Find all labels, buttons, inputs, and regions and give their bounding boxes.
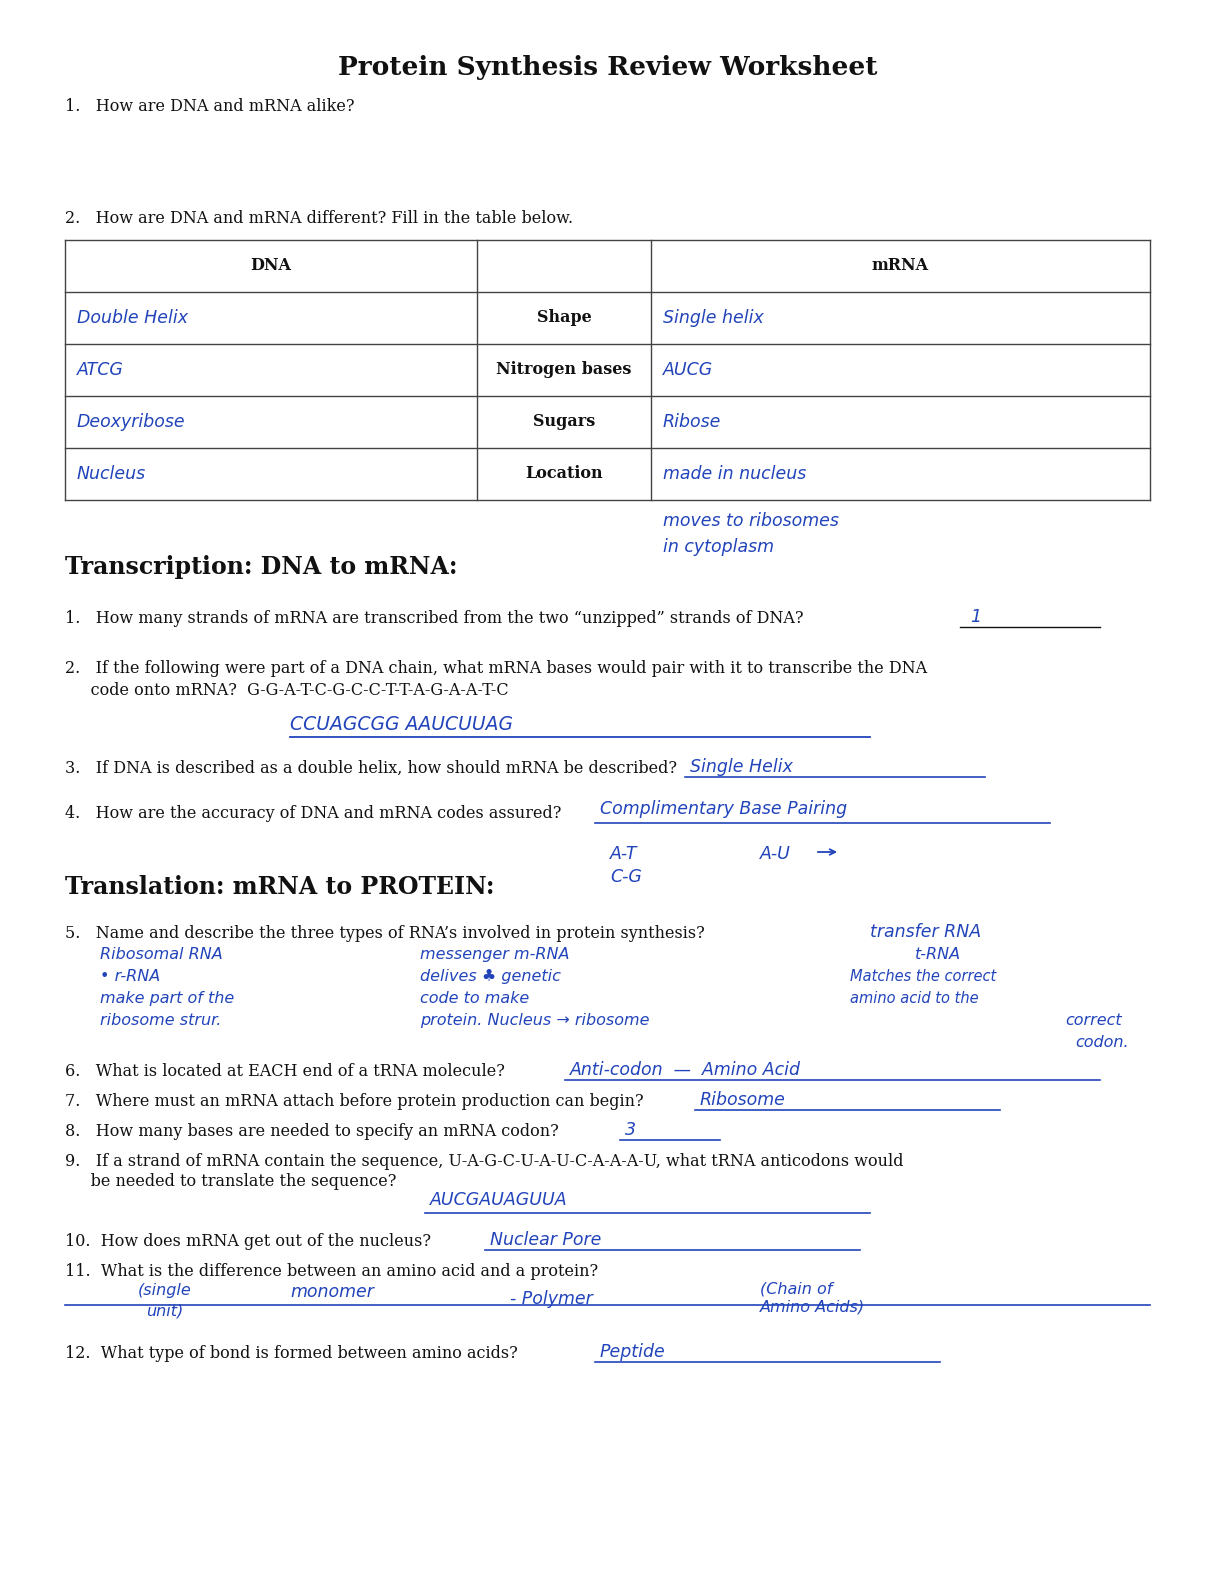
Text: (Chain of: (Chain of	[760, 1280, 833, 1296]
Text: 7.   Where must an mRNA attach before protein production can begin?: 7. Where must an mRNA attach before prot…	[64, 1093, 643, 1111]
Text: Deoxyribose: Deoxyribose	[77, 414, 186, 431]
Text: 11.  What is the difference between an amino acid and a protein?: 11. What is the difference between an am…	[64, 1263, 598, 1280]
Text: Complimentary Base Pairing: Complimentary Base Pairing	[599, 801, 848, 818]
Text: 1.   How many strands of mRNA are transcribed from the two “unzipped” strands of: 1. How many strands of mRNA are transcri…	[64, 610, 804, 628]
Text: Nucleus: Nucleus	[77, 466, 146, 483]
Text: t-RNA: t-RNA	[914, 947, 961, 963]
Text: moves to ribosomes
in cytoplasm: moves to ribosomes in cytoplasm	[663, 511, 839, 557]
Text: be needed to translate the sequence?: be needed to translate the sequence?	[64, 1173, 396, 1191]
Text: AUCGAUAGUUA: AUCGAUAGUUA	[430, 1191, 568, 1210]
Text: CCUAGCGG AAUCUUAG: CCUAGCGG AAUCUUAG	[289, 716, 513, 735]
Text: 1.   How are DNA and mRNA alike?: 1. How are DNA and mRNA alike?	[64, 98, 355, 115]
Text: Single Helix: Single Helix	[689, 758, 793, 775]
Text: Matches the correct: Matches the correct	[850, 969, 996, 985]
Text: ATCG: ATCG	[77, 360, 124, 379]
Text: Sugars: Sugars	[533, 414, 595, 431]
Text: 3.   If DNA is described as a double helix, how should mRNA be described?: 3. If DNA is described as a double helix…	[64, 760, 677, 777]
Text: Single helix: Single helix	[663, 308, 764, 327]
Text: protein. Nucleus → ribosome: protein. Nucleus → ribosome	[420, 1013, 649, 1029]
Text: monomer: monomer	[289, 1284, 373, 1301]
Text: • r-RNA: • r-RNA	[100, 969, 161, 985]
Text: mRNA: mRNA	[872, 258, 929, 275]
Text: Amino Acids): Amino Acids)	[760, 1299, 865, 1315]
Text: transfer RNA: transfer RNA	[869, 923, 981, 941]
Text: AUCG: AUCG	[663, 360, 713, 379]
Text: A-U: A-U	[760, 845, 790, 864]
Text: code onto mRNA?  G-G-A-T-C-G-C-C-T-T-A-G-A-A-T-C: code onto mRNA? G-G-A-T-C-G-C-C-T-T-A-G-…	[64, 683, 508, 698]
Text: 2.   If the following were part of a DNA chain, what mRNA bases would pair with : 2. If the following were part of a DNA c…	[64, 661, 927, 676]
Text: codon.: codon.	[1075, 1035, 1128, 1051]
Text: Ribosome: Ribosome	[700, 1092, 786, 1109]
Text: amino acid to the: amino acid to the	[850, 991, 979, 1007]
Text: Nuclear Pore: Nuclear Pore	[490, 1232, 602, 1249]
Text: 8.   How many bases are needed to specify an mRNA codon?: 8. How many bases are needed to specify …	[64, 1123, 558, 1140]
Text: 4.   How are the accuracy of DNA and mRNA codes assured?: 4. How are the accuracy of DNA and mRNA …	[64, 805, 562, 823]
Text: (single: (single	[139, 1284, 192, 1298]
Text: C-G: C-G	[610, 868, 642, 886]
Text: delives ♣ genetic: delives ♣ genetic	[420, 969, 561, 985]
Text: - Polymer: - Polymer	[510, 1290, 592, 1309]
Text: Ribosomal RNA: Ribosomal RNA	[100, 947, 223, 963]
Text: 2.   How are DNA and mRNA different? Fill in the table below.: 2. How are DNA and mRNA different? Fill …	[64, 211, 573, 227]
Text: make part of the: make part of the	[100, 991, 235, 1007]
Text: Peptide: Peptide	[599, 1343, 665, 1361]
Text: Translation: mRNA to PROTEIN:: Translation: mRNA to PROTEIN:	[64, 875, 495, 900]
Text: correct: correct	[1065, 1013, 1121, 1029]
Text: Shape: Shape	[536, 310, 591, 327]
Text: Double Helix: Double Helix	[77, 308, 188, 327]
Text: 5.   Name and describe the three types of RNA’s involved in protein synthesis?: 5. Name and describe the three types of …	[64, 925, 705, 942]
Text: 12.  What type of bond is formed between amino acids?: 12. What type of bond is formed between …	[64, 1345, 518, 1362]
Text: Anti-codon  —  Amino Acid: Anti-codon — Amino Acid	[570, 1062, 801, 1079]
Text: 3: 3	[625, 1122, 636, 1139]
Text: 1: 1	[970, 609, 981, 626]
Text: Transcription: DNA to mRNA:: Transcription: DNA to mRNA:	[64, 555, 457, 579]
Text: Nitrogen bases: Nitrogen bases	[496, 362, 632, 379]
Text: 10.  How does mRNA get out of the nucleus?: 10. How does mRNA get out of the nucleus…	[64, 1233, 430, 1251]
Text: Protein Synthesis Review Worksheet: Protein Synthesis Review Worksheet	[338, 55, 878, 80]
Text: 6.   What is located at EACH end of a tRNA molecule?: 6. What is located at EACH end of a tRNA…	[64, 1063, 505, 1081]
Text: ribosome strur.: ribosome strur.	[100, 1013, 221, 1029]
Text: Location: Location	[525, 466, 603, 483]
Text: Ribose: Ribose	[663, 414, 721, 431]
Text: code to make: code to make	[420, 991, 529, 1007]
Text: A-T: A-T	[610, 845, 637, 864]
Text: 9.   If a strand of mRNA contain the sequence, U-A-G-C-U-A-U-C-A-A-A-U, what tRN: 9. If a strand of mRNA contain the seque…	[64, 1153, 903, 1170]
Text: made in nucleus: made in nucleus	[663, 466, 806, 483]
Text: unit): unit)	[146, 1302, 184, 1318]
Text: DNA: DNA	[250, 258, 292, 275]
Text: messenger m-RNA: messenger m-RNA	[420, 947, 569, 963]
